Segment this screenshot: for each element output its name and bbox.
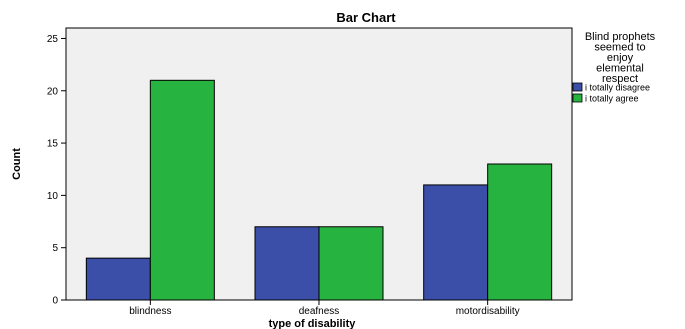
x-axis-label: type of disability [269, 318, 357, 329]
y-tick-label: 15 [47, 139, 59, 150]
y-tick-label: 10 [47, 191, 59, 202]
y-axis-label: Count [11, 148, 23, 180]
bar-motordisability-agree [487, 163, 553, 301]
legend-item-label: i totally agree [585, 94, 639, 104]
bar-deafness-disagree [254, 226, 320, 301]
legend-title-line: respect [602, 73, 638, 85]
bar-deafness-agree [318, 226, 384, 301]
legend-item-label: i totally disagree [585, 83, 650, 93]
legend-title-line: enjoy [607, 52, 634, 64]
legend-title-line: elemental [596, 63, 644, 75]
legend-swatch [572, 93, 583, 103]
legend-title-line: Blind prophets [585, 31, 656, 43]
bar-motordisability-disagree [423, 184, 489, 301]
bar-blindness-disagree [85, 257, 151, 301]
x-tick-label: blindness [129, 306, 171, 317]
chart-title: Bar Chart [336, 10, 396, 25]
y-tick-label: 20 [47, 86, 59, 97]
bar-blindness-agree [149, 79, 215, 301]
y-axis-ticks: 0 5 10 15 20 25 [47, 34, 66, 307]
legend-title-line: seemed to [594, 42, 645, 54]
y-tick-label: 0 [52, 296, 58, 307]
x-tick-label: motordisability [456, 306, 520, 317]
y-tick-label: 25 [47, 34, 59, 45]
y-tick-label: 5 [52, 243, 58, 254]
x-tick-label: deafness [299, 306, 340, 317]
x-axis-ticks: blindness deafness motordisability [129, 300, 520, 317]
legend-swatch [572, 82, 583, 92]
bars [85, 79, 553, 301]
